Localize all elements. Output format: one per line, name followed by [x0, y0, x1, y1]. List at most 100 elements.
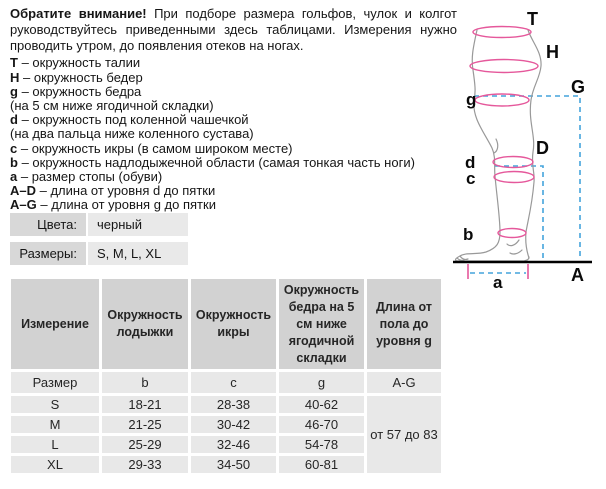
definition-term: T	[10, 55, 18, 71]
label-T: T	[527, 9, 538, 29]
waist-ellipse-T	[472, 25, 532, 39]
guide-line-G	[474, 95, 581, 260]
cell-b: 29-33	[102, 456, 188, 473]
cell-c: 30-42	[191, 416, 276, 433]
cell-g: 54-78	[279, 436, 364, 453]
sizes-value: S, M, L, XL	[88, 242, 188, 265]
definition-text: – окружность бедра	[17, 83, 142, 99]
label-d: d	[465, 153, 475, 172]
subheader-c: c	[191, 372, 276, 393]
cell-size: L	[11, 436, 99, 453]
definition-line-g: g – окружность бедра	[10, 83, 457, 99]
calf-ellipse-c	[493, 170, 535, 184]
intro-text: При подборе размера гольфов, чулок и кол…	[10, 6, 457, 53]
cell-c: 28-38	[191, 396, 276, 413]
cell-c: 34-50	[191, 456, 276, 473]
definition-text: – окружность надлодыжечной области (сама…	[17, 154, 415, 170]
definition-line-d-note: (на два пальца ниже коленного сустава)	[10, 127, 457, 141]
product-attributes: Цвета: черный Размеры: S, M, L, XL	[10, 213, 188, 271]
definition-term: d	[10, 112, 18, 128]
label-a: a	[493, 273, 503, 290]
subheader-g: g	[279, 372, 364, 393]
subheader-b: b	[102, 372, 188, 393]
cell-b: 21-25	[102, 416, 188, 433]
cell-size: S	[11, 396, 99, 413]
definition-term: c	[10, 140, 18, 156]
cell-c: 32-46	[191, 436, 276, 453]
intro-block: Обратите внимание! При подборе размера г…	[10, 6, 457, 213]
definition-text: – размер стопы (обуви)	[17, 169, 163, 185]
ankle-detail	[506, 239, 523, 255]
definition-line-H: H – окружность бедер	[10, 69, 457, 85]
sizes-label: Размеры:	[10, 242, 86, 265]
header-thigh: Окружность бедра на 5 см ниже ягодичной …	[279, 279, 364, 369]
intro-paragraph: Обратите внимание! При подборе размера г…	[10, 6, 457, 53]
cell-g: 46-70	[279, 416, 364, 433]
definition-text: – окружность бедер	[19, 69, 143, 85]
table-header-row: Измерение Окружность лодыжки Окружность …	[11, 279, 441, 369]
definition-term: g	[10, 83, 18, 99]
cell-b: 25-29	[102, 436, 188, 453]
cell-g: 60-81	[279, 456, 364, 473]
header-length: Длина от пола до уровня g	[367, 279, 441, 369]
definition-term: A–D	[10, 183, 37, 199]
definition-line-b: b – окружность надлодыжечной области (са…	[10, 154, 457, 170]
leg-measurement-diagram: T H G g D d c b a A	[453, 9, 592, 290]
definition-line-c: c – окружность икры (в самом широком мес…	[10, 140, 457, 156]
thigh-ellipse-g	[474, 93, 530, 107]
table-row-xl: XL 29-33 34-50 60-81	[11, 456, 441, 473]
knee-detail	[493, 138, 499, 154]
definition-line-AG: A–G – длина от уровня g до пятки	[10, 198, 457, 212]
table-row-m: M 21-25 30-42 46-70	[11, 416, 441, 433]
header-ankle: Окружность лодыжки	[102, 279, 188, 369]
ankle-ellipse-b	[497, 227, 527, 239]
label-G: G	[571, 77, 585, 97]
definition-text: – окружность икры (в самом широком месте…	[17, 140, 293, 156]
cell-b: 18-21	[102, 396, 188, 413]
colors-label: Цвета:	[10, 213, 86, 236]
header-calf: Окружность икры	[191, 279, 276, 369]
table-row-s: S 18-21 28-38 40-62 от 57 до 83	[11, 396, 441, 473]
definition-text: (на два пальца ниже коленного сустава)	[10, 126, 254, 142]
label-c: c	[466, 169, 475, 188]
definition-line-g-note: (на 5 см ниже ягодичной складки)	[10, 98, 457, 113]
subheader-size: Размер	[11, 372, 99, 393]
hip-ellipse-H	[469, 58, 539, 74]
intro-emphasis: Обратите внимание!	[10, 6, 147, 21]
header-measurement: Измерение	[11, 279, 99, 369]
definition-text: (на 5 см ниже ягодичной складки)	[10, 98, 214, 113]
table-subheader-row: Размер b c g A-G	[11, 372, 441, 393]
colors-value: черный	[88, 213, 188, 236]
definition-term: b	[10, 154, 18, 170]
definition-line-T: T – окружность талии	[10, 56, 457, 70]
measurement-definitions: T – окружность талии H – окружность беде…	[10, 56, 457, 212]
cell-size: XL	[11, 456, 99, 473]
size-table: Измерение Окружность лодыжки Окружность …	[8, 276, 444, 476]
label-D: D	[536, 138, 549, 158]
merged-length-cell: от 57 до 83	[367, 396, 441, 473]
definition-text: – длина от уровня d до пятки	[36, 183, 216, 199]
cell-size: M	[11, 416, 99, 433]
sizes-row: Размеры: S, M, L, XL	[10, 242, 188, 265]
definition-text: – окружность под коленной чашечкой	[17, 112, 249, 128]
label-A: A	[571, 265, 584, 285]
definition-line-d: d – окружность под коленной чашечкой	[10, 113, 457, 127]
subheader-ag: A-G	[367, 372, 441, 393]
definition-term: A–G	[10, 197, 37, 213]
label-H: H	[546, 42, 559, 62]
guide-line-D	[495, 165, 544, 260]
toe-detail	[456, 255, 469, 261]
definition-line-AD: A–D – длина от уровня d до пятки	[10, 184, 457, 198]
definition-text: – длина от уровня g до пятки	[36, 197, 216, 213]
colors-row: Цвета: черный	[10, 213, 188, 236]
knee-ellipse-d	[492, 155, 534, 169]
label-g: g	[466, 90, 476, 109]
definition-term: a	[10, 169, 18, 185]
cell-g: 40-62	[279, 396, 364, 413]
table-row-l: L 25-29 32-46 54-78	[11, 436, 441, 453]
definition-text: – окружность талии	[17, 55, 141, 71]
definition-term: H	[10, 69, 20, 85]
definition-line-a: a – размер стопы (обуви)	[10, 169, 457, 185]
label-b: b	[463, 225, 473, 244]
